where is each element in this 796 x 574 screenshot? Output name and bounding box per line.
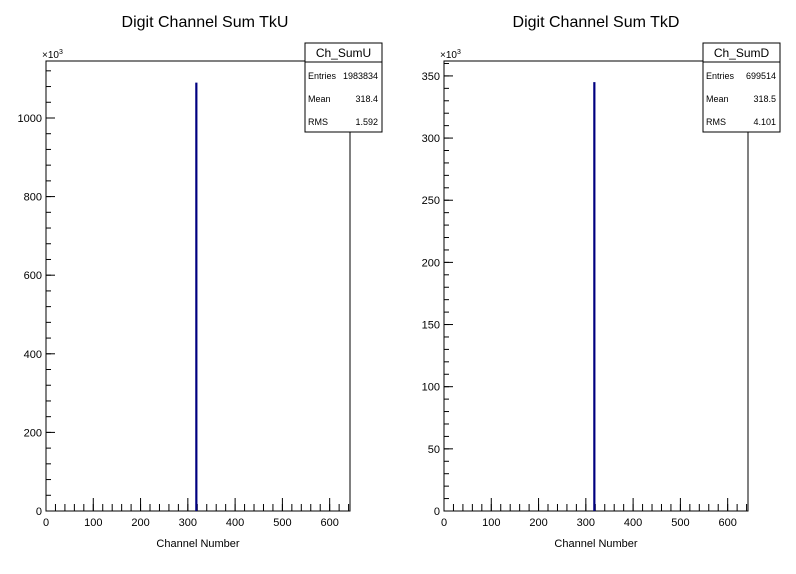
stats-box: Ch_SumD Entries 699514 Mean 318.5 RMS 4.101: [702, 42, 781, 133]
x-tick-label: 200: [529, 517, 547, 529]
stats-box: Ch_SumU Entries 1983834 Mean 318.4 RMS 1.592: [304, 42, 383, 133]
stats-label: RMS: [308, 117, 328, 127]
y-tick-label: 50: [428, 444, 440, 456]
y-tick-label: 600: [24, 270, 42, 282]
stats-name: Ch_SumU: [316, 46, 371, 60]
stats-box-frame: [702, 42, 781, 133]
stats-value: 1983834: [343, 71, 378, 81]
stats-box-frame: [304, 42, 383, 133]
y-tick-label: 800: [24, 192, 42, 204]
y-tick-label: 200: [24, 427, 42, 439]
x-tick-label: 200: [131, 517, 149, 529]
x-tick-label: 500: [273, 517, 291, 529]
x-tick-label: 0: [441, 517, 447, 529]
stats-value: 4.101: [753, 117, 776, 127]
stats-value: 1.592: [355, 117, 378, 127]
x-tick-label: 600: [718, 517, 736, 529]
chart-title: Digit Channel Sum TkU: [122, 14, 289, 31]
y-tick-label: 100: [422, 382, 440, 394]
y-tick-label: 250: [422, 195, 440, 207]
x-axis-label: Channel Number: [156, 538, 239, 550]
x-tick-label: 300: [577, 517, 595, 529]
stats-value: 699514: [746, 71, 776, 81]
x-tick-label: 400: [624, 517, 642, 529]
y-exponent-power: 3: [59, 49, 63, 56]
y-exponent-base: ×10: [42, 50, 59, 61]
y-tick-label: 200: [422, 257, 440, 269]
x-tick-label: 100: [84, 517, 102, 529]
x-axis-label: Channel Number: [554, 538, 637, 550]
stats-name: Ch_SumD: [714, 46, 770, 60]
y-tick-label: 400: [24, 349, 42, 361]
x-tick-label: 600: [320, 517, 338, 529]
stats-label: Entries: [308, 71, 337, 81]
x-tick-label: 500: [671, 517, 689, 529]
y-tick-label: 300: [422, 133, 440, 145]
y-exponent-base: ×10: [440, 50, 457, 61]
y-tick-label: 150: [422, 320, 440, 332]
y-exponent: ×103: [42, 49, 63, 61]
stats-label: Mean: [308, 94, 331, 104]
stats-label: RMS: [706, 117, 726, 127]
y-tick-label: 0: [434, 506, 440, 518]
histogram-panel-1: Digit Channel Sum TkU 0 200 400 600 800 1000 0 1…: [18, 14, 383, 550]
stats-value: 318.5: [753, 94, 776, 104]
y-exponent: ×103: [440, 49, 461, 61]
y-exponent-power: 3: [457, 49, 461, 56]
x-tick-label: 0: [43, 517, 49, 529]
stats-label: Mean: [706, 94, 729, 104]
x-tick-label: 300: [179, 517, 197, 529]
x-tick-label: 400: [226, 517, 244, 529]
histogram-panel-2: Digit Channel Sum TkD 0 50 100 150 200 250 300 3…: [422, 14, 781, 550]
y-tick-label: 1000: [18, 113, 42, 125]
stats-label: Entries: [706, 71, 735, 81]
x-tick-label: 100: [482, 517, 500, 529]
y-tick-label: 0: [36, 506, 42, 518]
chart-title: Digit Channel Sum TkD: [513, 14, 680, 31]
plot-frame: [45, 60, 351, 512]
plot-frame: [443, 60, 749, 512]
stats-value: 318.4: [355, 94, 378, 104]
y-tick-label: 350: [422, 71, 440, 83]
